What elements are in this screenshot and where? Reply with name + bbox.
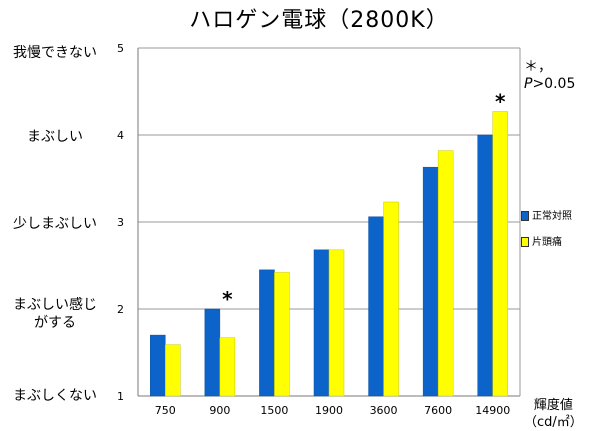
x-tick-label: 14900 xyxy=(475,404,510,417)
y-level-label-2: まぶしい感じ がする xyxy=(13,297,97,331)
bar-migraine-1900 xyxy=(328,249,345,397)
bar-migraine-750 xyxy=(165,344,181,397)
significance-mark: * xyxy=(495,90,506,114)
bar-migraine-3600 xyxy=(383,201,399,397)
bar-migraine-7600 xyxy=(437,150,454,397)
legend-label-migraine: 片頭痛 xyxy=(532,237,562,248)
y-level-label-4: まぶしい xyxy=(27,129,83,145)
x-tick-label: 3600 xyxy=(370,404,398,417)
bar-migraine-14900 xyxy=(492,111,508,397)
y-tick-label: 4 xyxy=(117,129,124,142)
y-level-label-1: まぶしくない xyxy=(13,388,97,404)
bar-normal-1900 xyxy=(313,249,330,397)
significance-threshold: >0.05 xyxy=(532,76,576,92)
legend-swatch-migraine xyxy=(521,237,529,247)
bar-normal-14900 xyxy=(477,134,493,397)
bar-normal-750 xyxy=(150,334,166,397)
y-level-label-3: 少しまぶしい xyxy=(13,216,97,232)
legend-item-migraine: 片頭痛 xyxy=(521,236,562,250)
x-axis-label: 輝度値 （cd/㎡） xyxy=(524,398,583,430)
bar-normal-900 xyxy=(204,308,221,397)
legend-swatch-normal xyxy=(521,211,529,221)
legend-item-normal: 正常対照 xyxy=(521,210,572,224)
bar-normal-7600 xyxy=(422,166,439,397)
significance-p: P xyxy=(524,76,533,92)
chart-title: ハロゲン電球（2800K） xyxy=(189,8,449,33)
bar-migraine-900 xyxy=(219,337,236,397)
bar-migraine-1500 xyxy=(274,272,290,397)
legend-label-normal: 正常対照 xyxy=(532,211,572,222)
x-tick-label: 750 xyxy=(155,404,176,417)
bar-normal-1500 xyxy=(259,269,275,397)
x-tick-label: 1500 xyxy=(260,404,288,417)
x-tick-label: 7600 xyxy=(424,404,452,417)
bar-normal-3600 xyxy=(368,216,384,397)
y-tick-label: 2 xyxy=(117,303,124,316)
x-tick-label: 900 xyxy=(209,404,230,417)
significance-note: ＊，P>0.05 xyxy=(524,56,600,92)
y-tick-label: 1 xyxy=(117,390,124,403)
y-tick-label: 3 xyxy=(117,216,124,229)
y-level-label-5: 我慢できない xyxy=(13,45,97,61)
significance-prefix: ＊， xyxy=(524,59,552,75)
x-tick-label: 1900 xyxy=(315,404,343,417)
y-tick-label: 5 xyxy=(117,42,124,55)
significance-mark: * xyxy=(222,287,233,311)
